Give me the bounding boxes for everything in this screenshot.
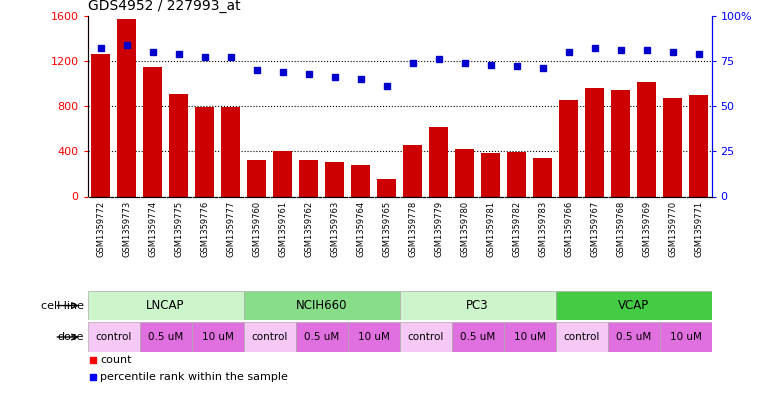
Text: dose: dose	[57, 332, 84, 342]
Text: GSM1359765: GSM1359765	[382, 201, 391, 257]
Bar	[170, 94, 188, 196]
Text: GSM1359764: GSM1359764	[356, 201, 365, 257]
Bar	[244, 291, 400, 320]
Text: GSM1359763: GSM1359763	[330, 201, 339, 257]
Text: 10 uM: 10 uM	[670, 332, 702, 342]
Text: count: count	[100, 354, 132, 365]
Text: GSM1359770: GSM1359770	[668, 201, 677, 257]
Bar	[139, 322, 192, 352]
Bar	[91, 54, 110, 196]
Text: GSM1359769: GSM1359769	[642, 201, 651, 257]
Text: GSM1359776: GSM1359776	[200, 201, 209, 257]
Text: GDS4952 / 227993_at: GDS4952 / 227993_at	[88, 0, 240, 13]
Bar	[348, 322, 400, 352]
Bar	[295, 322, 348, 352]
Bar	[482, 153, 500, 196]
Text: GSM1359783: GSM1359783	[538, 201, 547, 257]
Text: GSM1359762: GSM1359762	[304, 201, 313, 257]
Text: GSM1359767: GSM1359767	[590, 201, 599, 257]
Bar	[88, 322, 139, 352]
Bar	[585, 88, 603, 196]
Text: control: control	[407, 332, 444, 342]
Bar	[299, 160, 317, 196]
Text: control: control	[251, 332, 288, 342]
Text: 0.5 uM: 0.5 uM	[304, 332, 339, 342]
Bar	[400, 322, 451, 352]
Bar	[638, 83, 656, 196]
Bar	[429, 127, 447, 196]
Bar	[504, 322, 556, 352]
Bar	[611, 90, 629, 196]
Bar	[660, 322, 712, 352]
Bar	[508, 152, 526, 196]
Bar	[143, 67, 161, 196]
Bar	[244, 322, 295, 352]
Text: GSM1359761: GSM1359761	[278, 201, 287, 257]
Bar	[451, 322, 504, 352]
Text: GSM1359780: GSM1359780	[460, 201, 469, 257]
Text: GSM1359777: GSM1359777	[226, 201, 235, 257]
Text: GSM1359782: GSM1359782	[512, 201, 521, 257]
Text: GSM1359778: GSM1359778	[408, 201, 417, 257]
Bar	[221, 107, 240, 196]
Text: GSM1359779: GSM1359779	[434, 201, 443, 257]
Text: percentile rank within the sample: percentile rank within the sample	[100, 372, 288, 382]
Bar	[455, 149, 473, 196]
Text: GSM1359771: GSM1359771	[694, 201, 703, 257]
Text: GSM1359766: GSM1359766	[564, 201, 573, 257]
Text: 0.5 uM: 0.5 uM	[148, 332, 183, 342]
Bar	[377, 179, 396, 196]
Bar	[117, 19, 135, 196]
Bar	[247, 160, 266, 196]
Text: GSM1359768: GSM1359768	[616, 201, 625, 257]
Bar	[556, 322, 607, 352]
Bar	[326, 162, 344, 196]
Bar	[607, 322, 660, 352]
Text: VCAP: VCAP	[618, 299, 649, 312]
Bar	[533, 158, 552, 196]
Text: LNCAP: LNCAP	[146, 299, 185, 312]
Text: control: control	[563, 332, 600, 342]
Bar	[403, 145, 422, 196]
Bar	[192, 322, 244, 352]
Bar	[400, 291, 556, 320]
Bar	[689, 95, 708, 196]
Text: GSM1359760: GSM1359760	[252, 201, 261, 257]
Text: 0.5 uM: 0.5 uM	[616, 332, 651, 342]
Text: 0.5 uM: 0.5 uM	[460, 332, 495, 342]
Bar	[196, 107, 214, 196]
Bar	[559, 100, 578, 196]
Text: PC3: PC3	[466, 299, 489, 312]
Text: GSM1359772: GSM1359772	[96, 201, 105, 257]
Text: GSM1359774: GSM1359774	[148, 201, 157, 257]
Bar	[352, 165, 370, 196]
Text: GSM1359773: GSM1359773	[122, 201, 131, 257]
Text: control: control	[95, 332, 132, 342]
Text: NCIH660: NCIH660	[296, 299, 347, 312]
Text: 10 uM: 10 uM	[202, 332, 234, 342]
Text: cell line: cell line	[40, 301, 84, 310]
Text: 10 uM: 10 uM	[514, 332, 546, 342]
Bar	[88, 291, 244, 320]
Bar	[273, 151, 291, 196]
Bar	[556, 291, 712, 320]
Text: GSM1359781: GSM1359781	[486, 201, 495, 257]
Bar	[664, 98, 682, 196]
Text: 10 uM: 10 uM	[358, 332, 390, 342]
Text: GSM1359775: GSM1359775	[174, 201, 183, 257]
